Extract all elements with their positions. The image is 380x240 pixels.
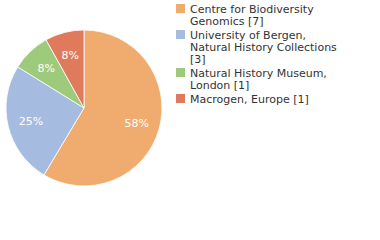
- legend-swatch: [176, 4, 185, 13]
- chart: 58% 25% 8% 8% Centre for BiodiversityGenomic…: [0, 0, 380, 240]
- legend-swatch: [176, 94, 185, 103]
- pie: [6, 30, 162, 186]
- data-label: 25%: [19, 115, 43, 128]
- legend-label: University of Bergen,Natural History Col…: [190, 29, 337, 66]
- legend-label: Macrogen, Europe [1]: [190, 93, 309, 106]
- data-label: 8%: [38, 62, 55, 75]
- legend: Centre for BiodiversityGenomics [7]Unive…: [176, 3, 337, 106]
- data-label: 8%: [62, 49, 79, 62]
- legend-swatch: [176, 68, 185, 77]
- legend-label: Centre for BiodiversityGenomics [7]: [190, 3, 314, 28]
- legend-swatch: [176, 30, 185, 39]
- legend-label: Natural History Museum,London [1]: [190, 67, 327, 92]
- data-label: 58%: [124, 117, 148, 130]
